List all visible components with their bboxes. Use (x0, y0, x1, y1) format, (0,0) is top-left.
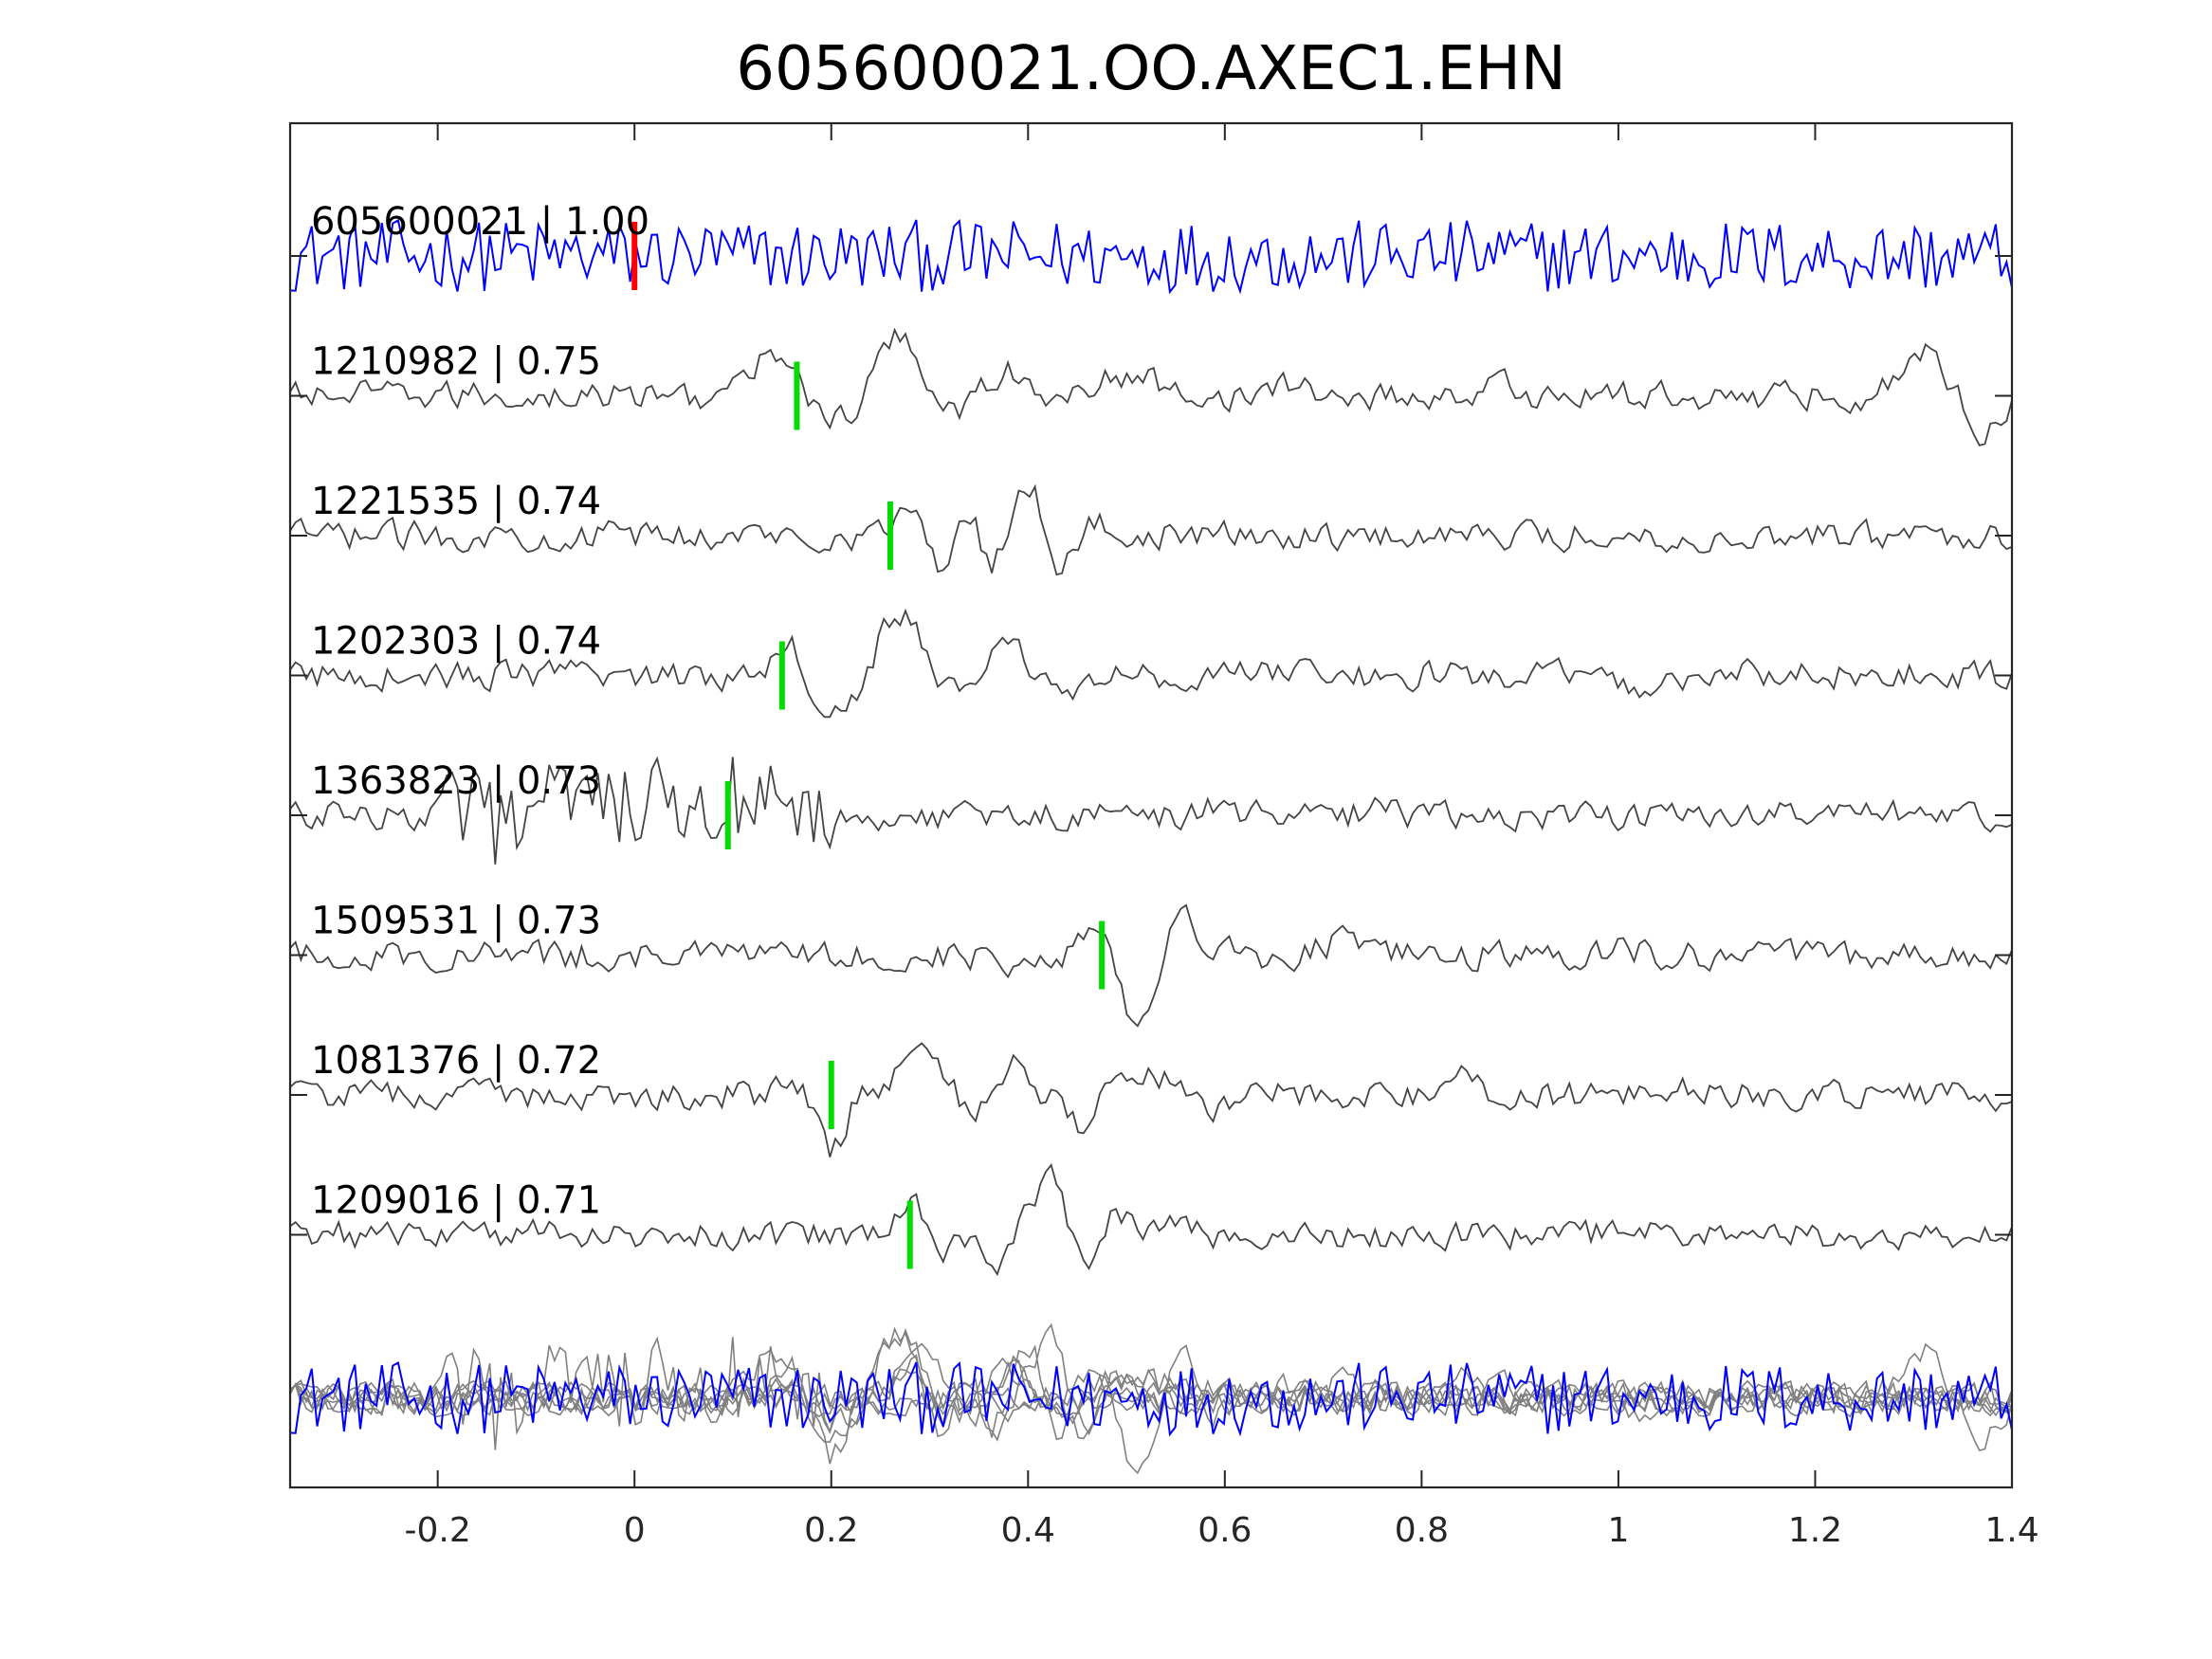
trace-line (289, 483, 2013, 576)
trace-line (289, 327, 2013, 447)
x-tick-label: -0.2 (405, 1511, 471, 1550)
stack-trace-line (289, 1360, 2013, 1437)
axes-frame (288, 121, 2014, 1489)
x-tick-label: 0 (624, 1511, 646, 1550)
trace-label: 1221535 | 0.74 (311, 480, 601, 523)
x-tick-label: 0.8 (1395, 1511, 1449, 1550)
stacked-overlay (289, 1322, 2013, 1475)
trace-line (289, 903, 2013, 1028)
trace-label: 1202303 | 0.74 (311, 620, 601, 664)
trace-label: 605600021 | 1.00 (311, 200, 649, 244)
trace-label: 1081376 | 0.72 (311, 1039, 601, 1083)
x-tick-label: 1.4 (1984, 1511, 2038, 1550)
x-tick-label: 0.6 (1197, 1511, 1252, 1550)
trace-line (289, 1042, 2013, 1158)
trace-line (289, 608, 2013, 719)
x-tick-label: 1 (1607, 1511, 1629, 1550)
trace-line (289, 218, 2013, 295)
x-tick-label: 1.2 (1788, 1511, 1842, 1550)
trace-label: 1209016 | 0.71 (311, 1179, 601, 1223)
plot-area: 605600021 | 1.00 1210982 | 0.75 1221535 | … (289, 200, 2013, 1475)
trace-line (289, 756, 2013, 865)
x-axis: -0.2 0 0.2 0.4 0.6 0.8 1 1.2 1.4 (405, 123, 2039, 1550)
stack-trace-line (289, 1342, 2013, 1465)
chart-title: 605600021.OO.AXEC1.EHN (736, 34, 1566, 104)
x-tick-label: 0.4 (1001, 1511, 1055, 1550)
trace-label: 1210982 | 0.75 (311, 340, 601, 384)
trace-label: 1363823 | 0.73 (311, 759, 601, 803)
trace-line (289, 1162, 2013, 1277)
x-tick-label: 0.2 (804, 1511, 858, 1550)
trace-label: 1509531 | 0.73 (311, 900, 601, 943)
stack-trace-line (289, 1322, 2013, 1442)
